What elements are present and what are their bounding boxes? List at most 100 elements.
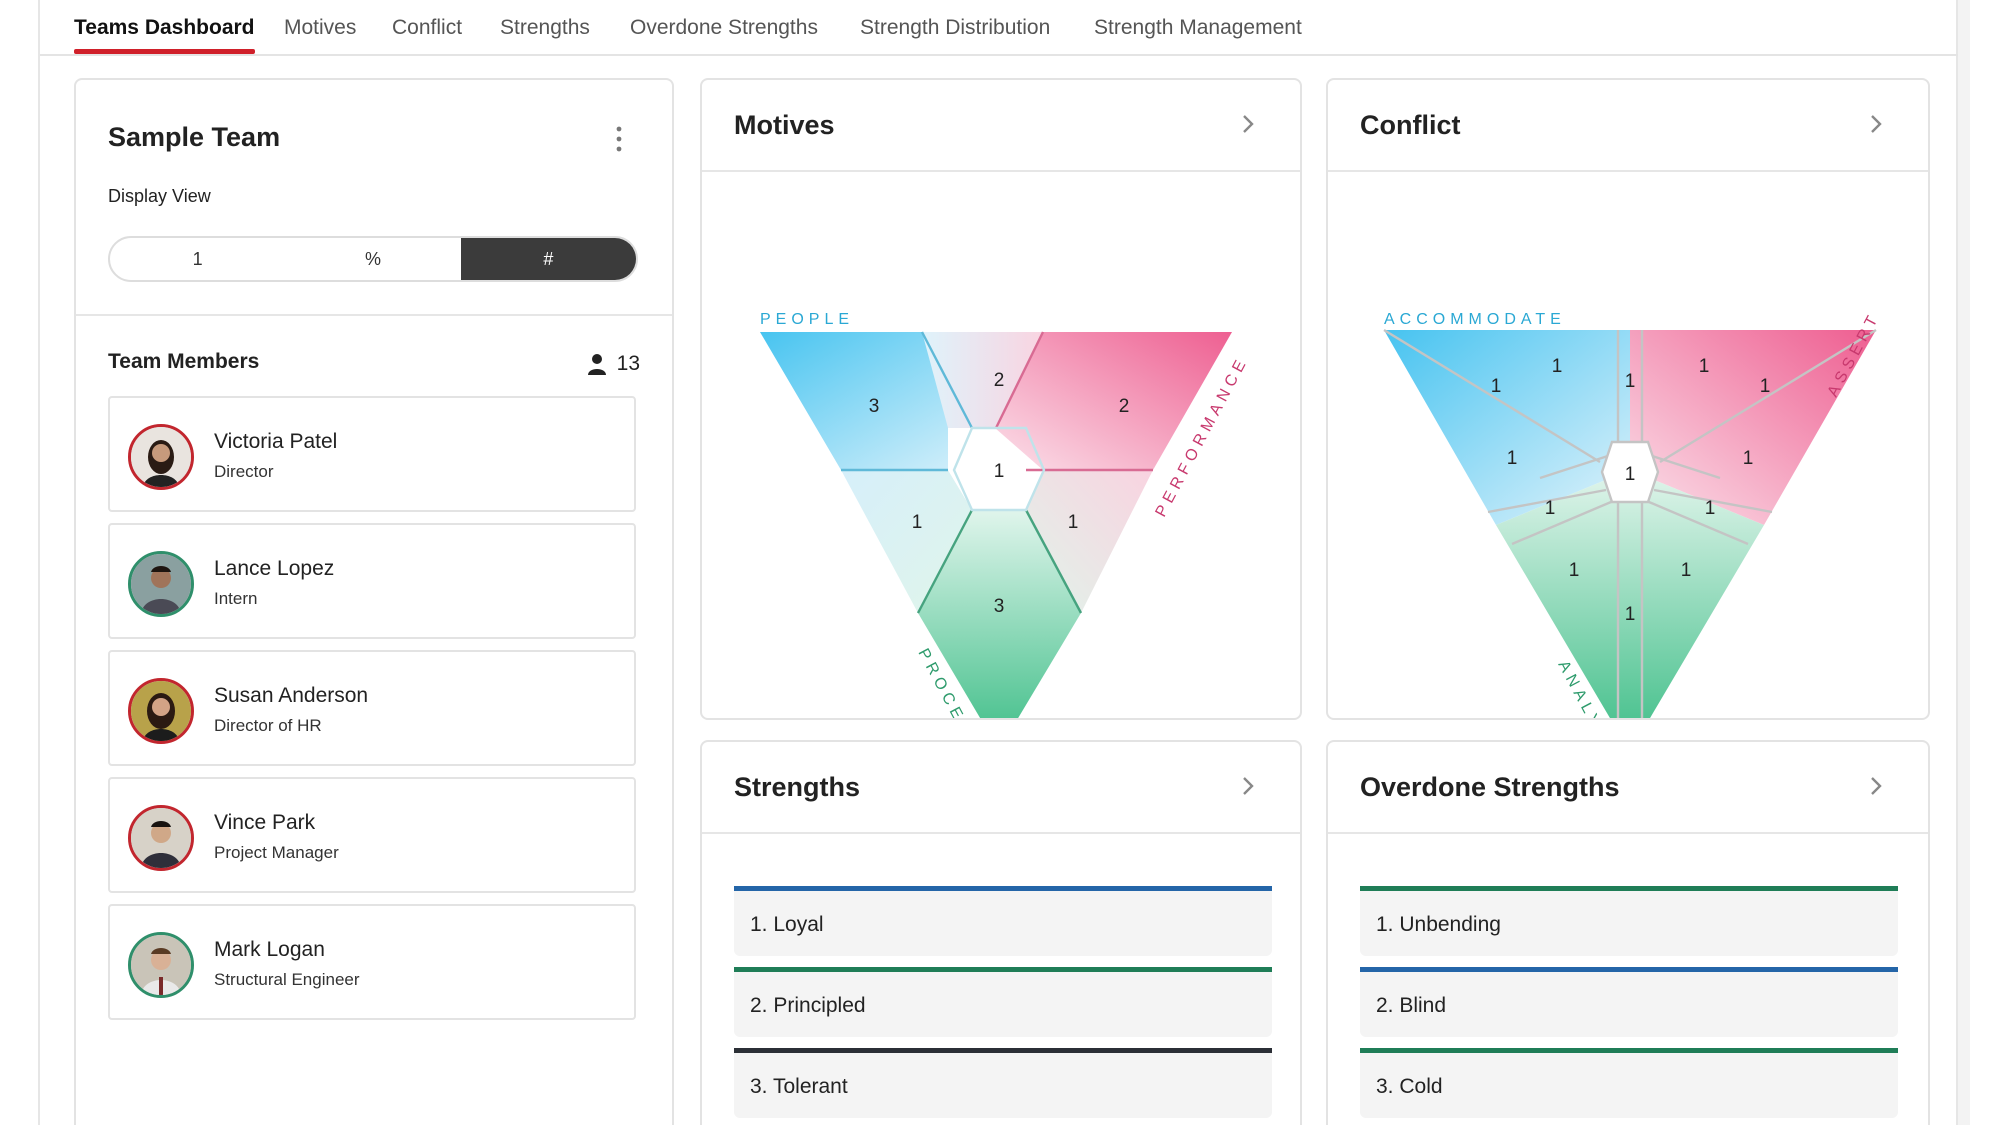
team-name: Sample Team [108, 122, 281, 152]
strength-label: 1. Loyal [750, 913, 824, 936]
motives-performance-process-value: 1 [1068, 512, 1079, 533]
strength-item[interactable]: 3. Tolerant [734, 1048, 1272, 1118]
overdone-strength-item[interactable]: 2. Blind [1360, 967, 1898, 1037]
tab-conflict[interactable]: Conflict [392, 16, 463, 39]
motives-title: Motives [734, 110, 835, 140]
overdone-strengths-card-header: Overdone Strengths [1328, 742, 1928, 834]
motives-people-process-value: 1 [912, 512, 923, 533]
overdone-strength-item[interactable]: 3. Cold [1360, 1048, 1898, 1118]
view-option-count[interactable]: 1 [192, 248, 203, 269]
conflict-value: 1 [1699, 356, 1710, 377]
avatar [128, 551, 194, 617]
team-card: Sample Team Display View 1 % # Team Memb… [74, 78, 674, 1125]
person-icon [587, 354, 606, 375]
overdone-strengths-card: Overdone Strengths 1. Unbending 2. Blind… [1326, 740, 1930, 1125]
overdone-strength-label: 2. Blind [1376, 994, 1447, 1017]
avatar [128, 678, 194, 744]
member-count: 13 [587, 352, 640, 376]
conflict-value: 1 [1507, 448, 1518, 469]
tab-strength-management[interactable]: Strength Management [1094, 16, 1302, 39]
conflict-triangle: ACCOMMODATE ASSERT ANALYZE 1 1 1 1 1 1 1… [1383, 309, 1884, 718]
conflict-accommodate-label: ACCOMMODATE [1384, 311, 1566, 328]
strengths-card: Strengths 1. Loyal 2. Principled 3. Tole… [700, 740, 1302, 1125]
overdone-strength-item[interactable]: 1. Unbending [1360, 886, 1898, 956]
member-role: Director of HR [214, 716, 322, 735]
motives-people-value: 3 [869, 396, 880, 417]
strength-label: 3. Tolerant [750, 1075, 848, 1098]
tab-motives[interactable]: Motives [284, 16, 357, 39]
member-card[interactable]: Vince Park Project Manager [108, 777, 636, 893]
member-card[interactable]: Victoria Patel Director [108, 396, 636, 512]
conflict-accommodate-region [1384, 330, 1630, 525]
motives-people-label: PEOPLE [760, 311, 854, 328]
chevron-right-icon[interactable] [1234, 110, 1262, 138]
display-view-label: Display View [108, 186, 211, 206]
more-options-icon[interactable] [612, 124, 626, 154]
conflict-value: 1 [1681, 560, 1692, 581]
conflict-assert-region [1630, 330, 1876, 525]
avatar [128, 424, 194, 490]
member-list: Victoria Patel Director Lance Lopez Inte… [108, 396, 638, 1094]
motives-performance-region [995, 332, 1232, 470]
tab-bar: Teams Dashboard Motives Conflict Strengt… [40, 0, 1960, 56]
tab-overdone-strengths[interactable]: Overdone Strengths [630, 16, 818, 39]
tab-strength-distribution[interactable]: Strength Distribution [860, 16, 1051, 39]
member-name: Vince Park [214, 811, 316, 834]
view-option-number[interactable]: # [460, 238, 636, 280]
motives-people-performance-region [922, 332, 1043, 428]
overdone-strengths-title: Overdone Strengths [1360, 772, 1620, 802]
conflict-title: Conflict [1360, 110, 1461, 140]
motives-center-value: 1 [994, 461, 1005, 482]
motives-card-header: Motives [702, 80, 1300, 172]
conflict-value: 1 [1760, 376, 1771, 397]
member-name: Mark Logan [214, 938, 325, 961]
motives-process-value: 3 [994, 596, 1005, 617]
member-role: Project Manager [214, 843, 339, 862]
motives-people-performance-value: 2 [994, 370, 1005, 391]
motives-people-process-region [841, 470, 972, 613]
conflict-value: 1 [1569, 560, 1580, 581]
team-members-label: Team Members [108, 350, 260, 373]
member-name: Susan Anderson [214, 684, 369, 707]
conflict-value: 1 [1625, 464, 1636, 485]
strength-item[interactable]: 2. Principled [734, 967, 1272, 1037]
motives-center-region [948, 428, 1026, 510]
strengths-list: 1. Loyal 2. Principled 3. Tolerant [734, 886, 1272, 1125]
conflict-analyze-region [1496, 470, 1764, 718]
chevron-right-icon[interactable] [1862, 110, 1890, 138]
tab-teams-dashboard[interactable]: Teams Dashboard [74, 16, 255, 54]
strengths-card-header: Strengths [702, 742, 1300, 834]
conflict-value: 1 [1705, 498, 1716, 519]
member-card[interactable]: Susan Anderson Director of HR [108, 650, 636, 766]
member-card[interactable]: Lance Lopez Intern [108, 523, 636, 639]
member-role: Intern [214, 589, 258, 608]
conflict-card-header: Conflict [1328, 80, 1928, 172]
motives-performance-process-region [1026, 470, 1153, 613]
member-role: Structural Engineer [214, 970, 360, 989]
conflict-value: 1 [1625, 604, 1636, 625]
section-divider [76, 314, 672, 316]
conflict-value: 1 [1743, 448, 1754, 469]
conflict-value: 1 [1545, 498, 1556, 519]
conflict-card: Conflict ACCOMMODATE ASSERT [1326, 78, 1930, 720]
motives-process-region [918, 510, 1081, 718]
member-name: Lance Lopez [214, 557, 335, 580]
chevron-right-icon[interactable] [1862, 772, 1890, 800]
strengths-title: Strengths [734, 772, 861, 802]
motives-triangle: PEOPLE PERFORMANCE PROCESS 3 2 2 1 1 1 3 [760, 311, 1252, 718]
display-view-toggle: 1 % # [108, 236, 638, 282]
motives-card: Motives [700, 78, 1302, 720]
member-card[interactable]: Mark Logan Structural Engineer [108, 904, 636, 1020]
conflict-value: 1 [1552, 356, 1563, 377]
avatar [128, 932, 194, 998]
strength-item[interactable]: 1. Loyal [734, 886, 1272, 956]
dashboard-frame: Teams Dashboard Motives Conflict Strengt… [38, 0, 1970, 1125]
conflict-value: 1 [1625, 371, 1636, 392]
member-role: Director [214, 462, 274, 481]
view-option-percent[interactable]: % [364, 248, 381, 269]
member-count-value: 13 [616, 352, 640, 375]
conflict-value: 1 [1491, 376, 1502, 397]
tab-strengths[interactable]: Strengths [500, 16, 590, 39]
chevron-right-icon[interactable] [1234, 772, 1262, 800]
member-name: Victoria Patel [214, 430, 338, 453]
